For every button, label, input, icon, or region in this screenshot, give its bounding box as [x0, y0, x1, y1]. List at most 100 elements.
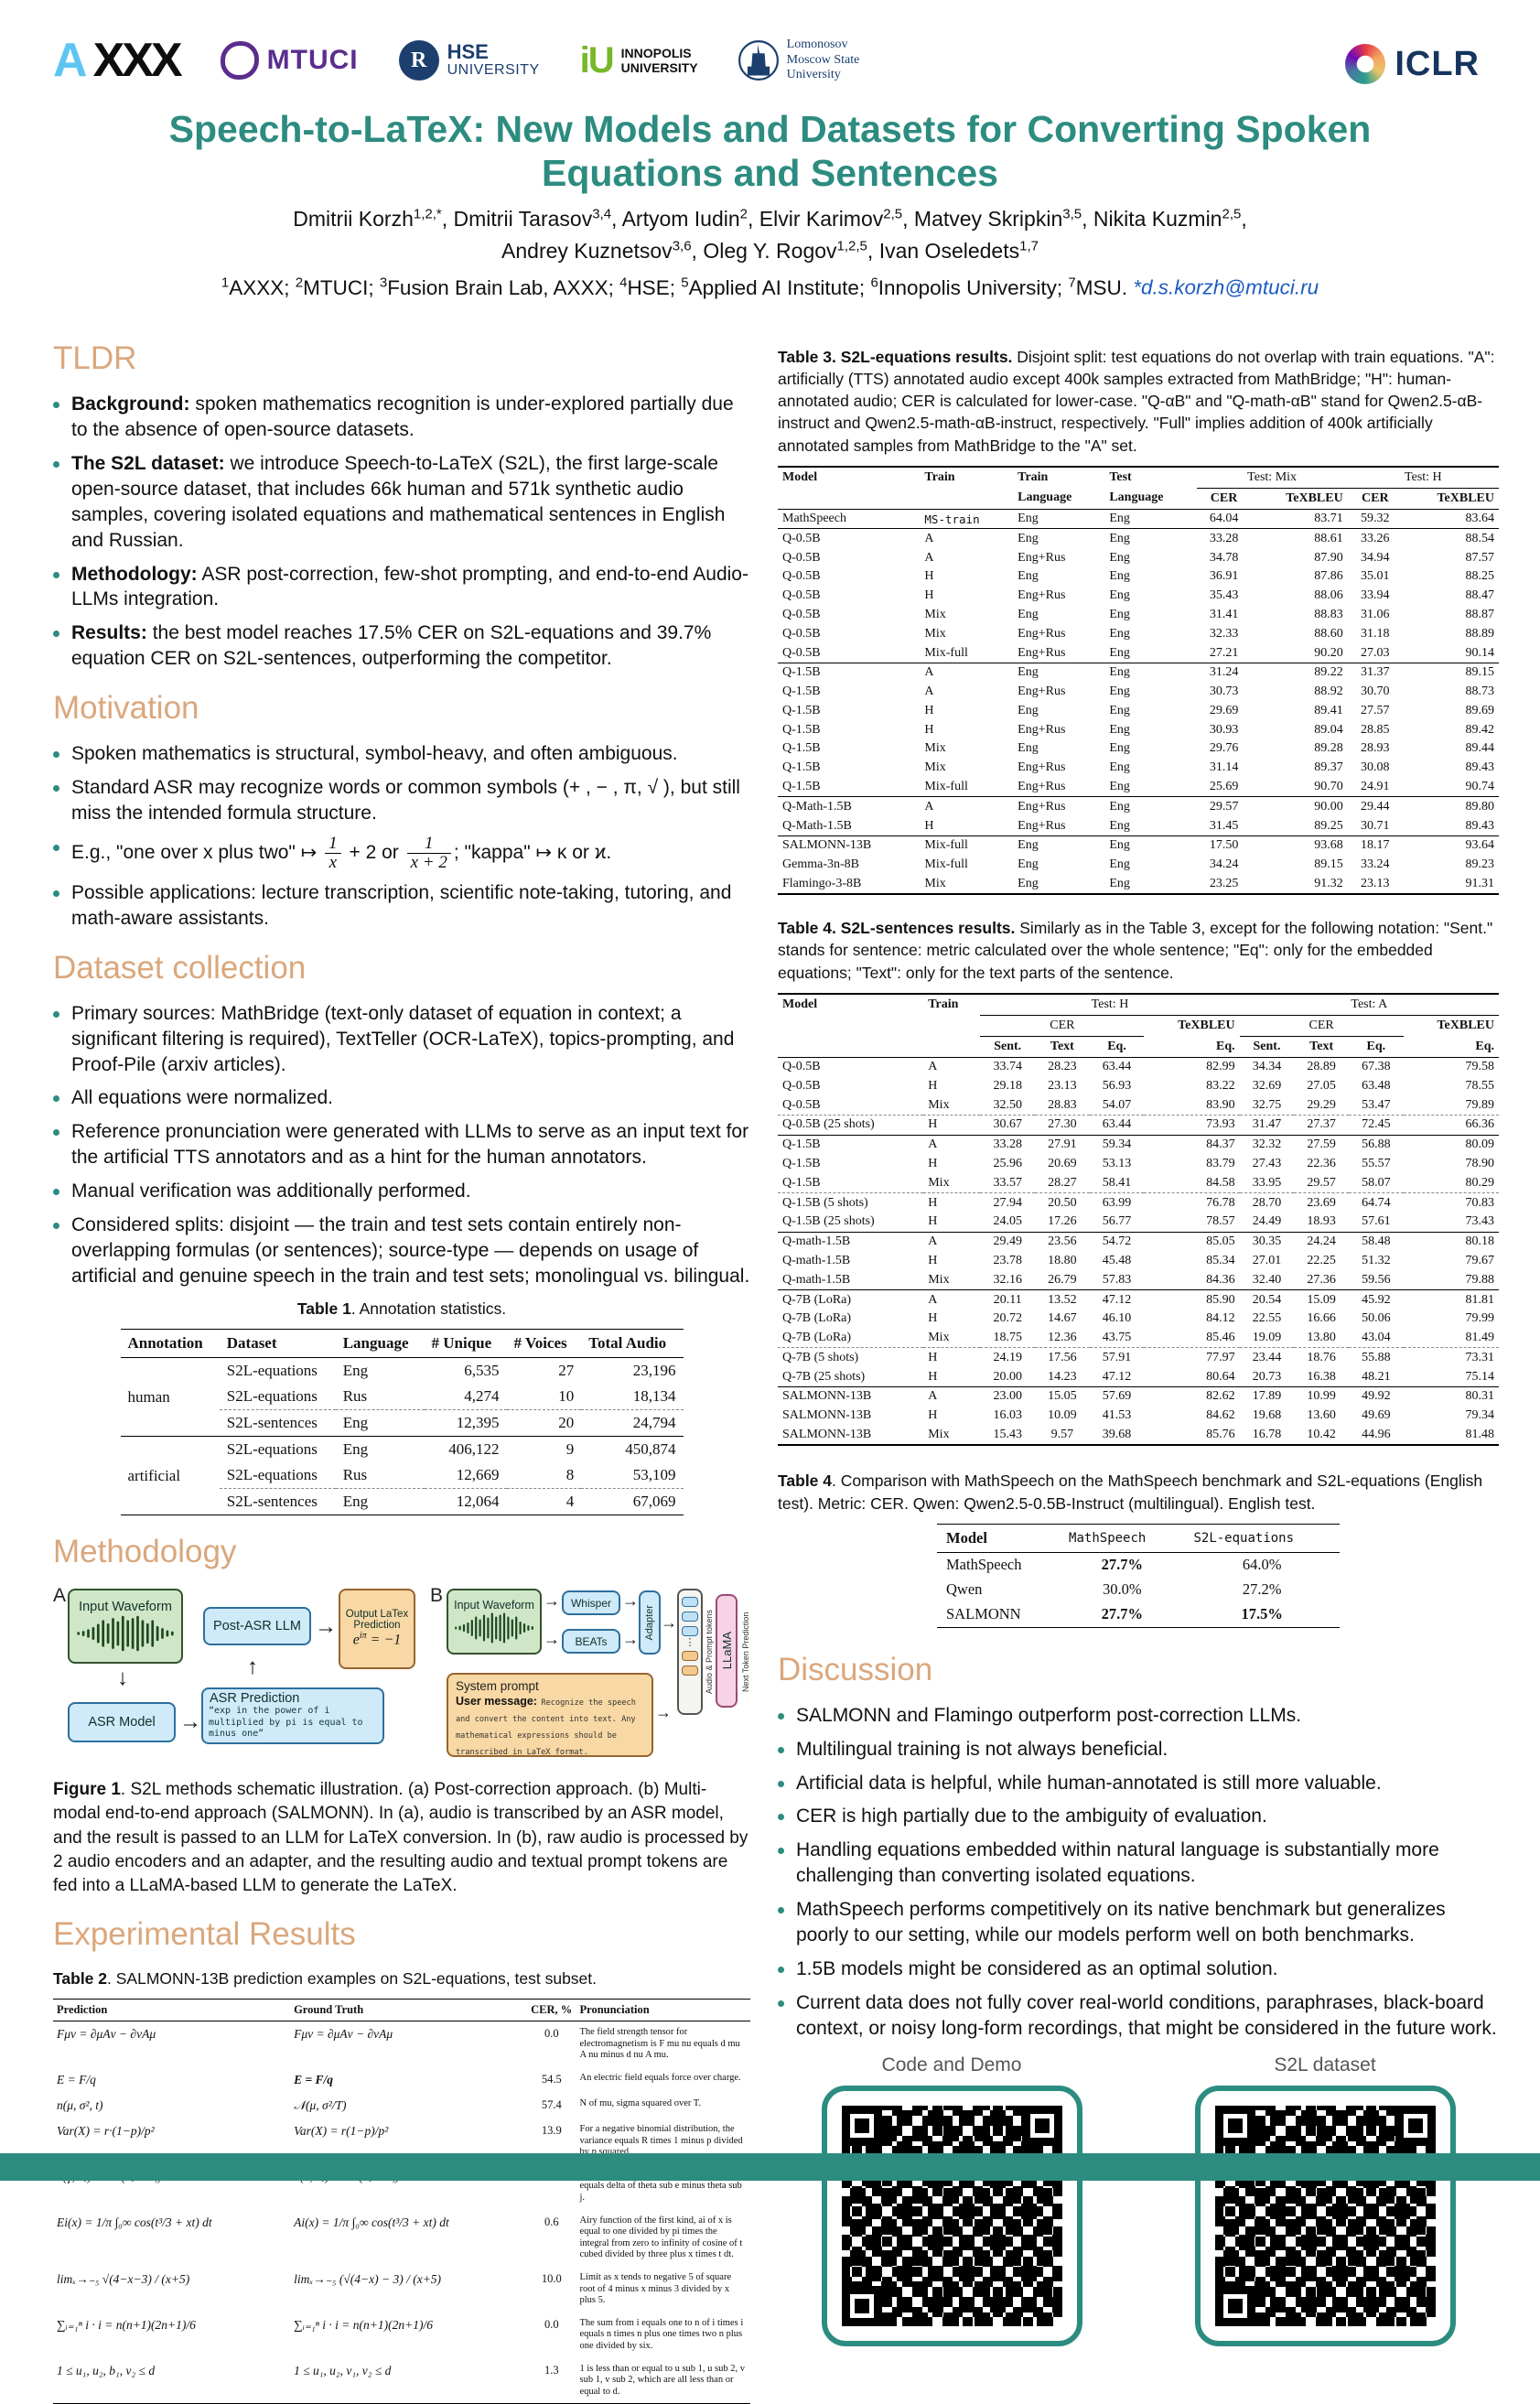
table-cell: A — [924, 685, 934, 699]
table-row: Q-1.5B Mix 33.57 28.27 58.41 84.58 33.95 29.57 5… — [778, 1173, 1499, 1192]
table-cell: 20 — [506, 1409, 582, 1437]
table-cell: 27.91 — [1035, 1134, 1090, 1155]
table-cell: Eng — [1018, 512, 1039, 526]
table-cell: 18.75 — [993, 1331, 1022, 1345]
table-cell: MathSpeech — [782, 512, 846, 526]
table-row: Q-0.5B Mix 32.50 28.83 54.07 83.90 32.75 29.29 5… — [778, 1095, 1499, 1115]
table-cell: 88.87 — [1465, 608, 1495, 621]
table-cell: S2L-equations — [226, 1362, 318, 1380]
table-row: Q-1.5B A Eng+Rus Eng 30.73 88.92 30.70 88.73 — [778, 683, 1499, 702]
table-cell: 78.57 — [1206, 1214, 1235, 1229]
bullet-dot — [778, 1967, 784, 1974]
table-cell: 66.36 — [1403, 1115, 1499, 1136]
table-cell: Eng — [342, 1362, 369, 1380]
table-cell: H — [928, 1408, 938, 1423]
table-cell: 13.80 — [1307, 1331, 1336, 1345]
table-cell: 88.06 — [1314, 588, 1343, 603]
bullet-dot — [53, 889, 59, 897]
table-cell: 88.73 — [1465, 685, 1495, 699]
table-cell: 19.09 — [1252, 1331, 1282, 1345]
table-cell: Q-0.5B — [782, 1097, 821, 1112]
table-cell: 18.93 — [1307, 1214, 1336, 1229]
table-cell: 33.94 — [1361, 588, 1390, 603]
table-cell: 406,122 — [424, 1436, 507, 1463]
affiliations: 1AXXX; 2MTUCI; 3Fusion Brain Lab, AXXX; … — [221, 275, 1319, 299]
table-cell: 16.38 — [1307, 1369, 1336, 1384]
table-cell: 43.75 — [1102, 1331, 1132, 1345]
table-cell: Q-math-1.5B — [782, 1253, 851, 1267]
table2-caption: Table 2. SALMONN-13B prediction examples… — [53, 1969, 598, 1989]
table-row: Q-1.5B A 33.28 27.91 59.34 84.37 32.32 27.59 56.… — [778, 1134, 1499, 1155]
table-cell: 23.25 — [1209, 876, 1239, 890]
cer-cell: 10.0 — [541, 2272, 562, 2286]
table-row: Q-1.5B Mix-full Eng+Rus Eng 25.69 90.70 24.91 9… — [778, 778, 1499, 797]
table-cell: H — [928, 1369, 938, 1384]
table-cell: 34.78 — [1209, 550, 1239, 565]
table-cell: 39.68 — [1102, 1427, 1132, 1441]
table-cell: H — [924, 588, 934, 603]
bullet-dot — [53, 1129, 59, 1137]
table-cell: 88.60 — [1314, 626, 1343, 641]
table-cell: 51.32 — [1362, 1253, 1391, 1267]
table-cell: H — [924, 722, 934, 737]
table-cell: 83.22 — [1206, 1078, 1235, 1093]
table-cell: MathSpeech — [946, 1556, 1022, 1574]
table-cell: 91.32 — [1314, 876, 1343, 890]
table-cell: 53.47 — [1362, 1097, 1391, 1112]
table-cell: 13.52 — [1035, 1289, 1090, 1310]
table-cell: H — [924, 569, 934, 584]
mtuci-ring-icon — [220, 41, 259, 80]
post-asr-llm-box: Post-ASR LLM — [203, 1607, 311, 1646]
table-cell: 58.48 — [1348, 1231, 1404, 1252]
table-cell: 90.14 — [1465, 645, 1495, 660]
table-cell: 9 — [506, 1436, 582, 1463]
table-cell: 27.43 — [1252, 1157, 1282, 1171]
table-cell: 89.28 — [1314, 741, 1343, 756]
cer-cell: 54.5 — [541, 2073, 562, 2086]
table-cell: 88.89 — [1465, 626, 1495, 641]
iclr-swirl-icon — [1345, 44, 1386, 84]
table-row: E = F/q E = F/q 54.5 An electric field equa… — [53, 2067, 750, 2093]
table-cell: 34.94 — [1361, 550, 1390, 565]
table-row: Q-7B (LoRa) H 20.72 14.67 46.10 84.12 22.55 16.… — [778, 1310, 1499, 1329]
cer-cell: 1.3 — [544, 2363, 559, 2377]
table-cell: 41.53 — [1102, 1408, 1132, 1423]
section-heading-methodology: Methodology — [53, 1534, 237, 1570]
table-cell: 30.71 — [1361, 818, 1390, 833]
waveform-icon — [76, 1614, 175, 1653]
table-cell: 78.55 — [1465, 1078, 1495, 1093]
bullet-dot — [53, 785, 59, 792]
asr-prediction-box: ASR Prediction “exp in the power of i mu… — [201, 1687, 384, 1745]
table-cell: 18.80 — [1048, 1253, 1077, 1267]
prompt-token-icon — [682, 1665, 698, 1676]
bullet-item: Spoken mathematics is structural, symbol… — [53, 741, 750, 767]
pronunciation-cell: The field strength tensor for electromag… — [579, 2027, 740, 2061]
pronunciation-cell: Airy function of the first kind, ai of x… — [579, 2215, 743, 2260]
table-cell: Q-1.5B — [782, 703, 821, 717]
table-cell: 29.57 — [1307, 1175, 1336, 1190]
bullet-item: The S2L dataset: we introduce Speech-to-… — [53, 451, 750, 554]
bullet-item: Reference pronunciation were generated w… — [53, 1119, 750, 1170]
tldr-list: Background: spoken mathematics recogniti… — [53, 392, 750, 672]
table-cell: 23.13 — [1361, 876, 1390, 890]
prediction-cell: E = F/q — [57, 2073, 96, 2087]
prompt-token-icon — [682, 1650, 698, 1661]
table-cell: Eng — [1013, 835, 1105, 856]
table-cell: Q-7B (LoRa) — [778, 1289, 924, 1310]
table-cell: SALMONN-13B — [778, 835, 921, 856]
table-cell: Eng+Rus — [1013, 796, 1105, 817]
table-cell: 89.22 — [1251, 662, 1348, 683]
arrow-right-icon: → — [655, 1703, 672, 1722]
section-heading-dataset: Dataset collection — [53, 949, 307, 986]
email-link[interactable]: *d.s.korzh@mtuci.ru — [1133, 275, 1319, 299]
table-cell: 89.23 — [1465, 857, 1495, 872]
table-cell: Q-0.5B — [782, 608, 821, 621]
table-cell: 89.37 — [1314, 760, 1343, 775]
pronunciation-cell: For a negative binomial distribution, th… — [579, 2124, 743, 2158]
table-cell: Mix-full — [924, 645, 968, 660]
table-cell: Mix-full — [924, 780, 968, 794]
table-cell: 16.78 — [1252, 1427, 1282, 1441]
table-cell: 67.38 — [1362, 1060, 1391, 1074]
table-cell: 30.0% — [1102, 1580, 1142, 1599]
